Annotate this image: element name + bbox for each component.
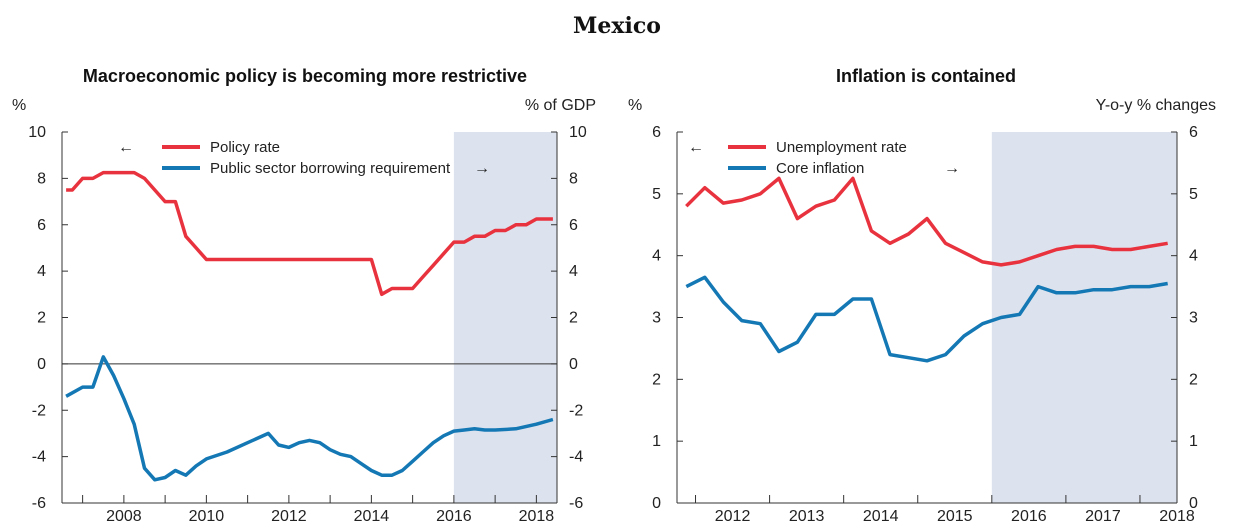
y-tick-label-right: -6 <box>569 495 583 512</box>
y-tick-label-right: 10 <box>569 124 587 141</box>
y-tick-label-left: 5 <box>652 186 661 203</box>
y-tick-label-left: 2 <box>652 371 661 388</box>
y-tick-label-left: 8 <box>37 170 46 187</box>
y-tick-label-left: 1 <box>652 433 661 450</box>
legend-axis-arrow: ← <box>688 139 704 156</box>
x-tick-label: 2013 <box>789 508 825 525</box>
legend-axis-arrow: ← <box>118 139 134 156</box>
y-tick-label-right: 2 <box>569 310 578 327</box>
series-line-1 <box>685 275 1168 363</box>
legend-label: Unemployment rate <box>776 139 907 156</box>
y-tick-label-left: 4 <box>652 248 661 265</box>
y-tick-label-left: 0 <box>652 495 661 512</box>
y-tick-label-left: 0 <box>37 356 46 373</box>
y-right-unit: % of GDP <box>525 97 596 114</box>
y-tick-label-left: 4 <box>37 263 46 280</box>
series-line-1 <box>65 355 554 482</box>
y-tick-label-right: -2 <box>569 402 583 419</box>
chart-left-panel: Macroeconomic policy is becoming more re… <box>12 66 596 525</box>
panel-title: Inflation is contained <box>836 66 1016 86</box>
legend-label: Core inflation <box>776 160 864 177</box>
y-right-unit: Y-o-y % changes <box>1096 97 1216 114</box>
chart-right-panel: Inflation is contained% Y-o-y % changes 0 0… <box>628 66 1216 525</box>
legend-axis-arrow: → <box>474 160 490 177</box>
y-tick-label-right: 0 <box>569 356 578 373</box>
x-tick-label: 2018 <box>519 508 555 525</box>
y-tick-label-right: -4 <box>569 449 583 466</box>
y-tick-label-left: 2 <box>37 310 46 327</box>
legend-label: Policy rate <box>210 139 280 156</box>
y-tick-label-left: 3 <box>652 310 661 327</box>
panel-title: Macroeconomic policy is becoming more re… <box>83 66 527 86</box>
series-line-0 <box>66 170 553 297</box>
y-tick-label-right: 0 <box>1189 495 1198 512</box>
x-tick-label: 2015 <box>937 508 973 525</box>
figure-title: Mexico <box>573 13 661 39</box>
x-tick-label: 2008 <box>106 508 142 525</box>
y-tick-label-left: 6 <box>652 124 661 141</box>
y-tick-label-right: 3 <box>1189 310 1198 327</box>
y-tick-label-right: 4 <box>569 263 578 280</box>
y-tick-label-right: 2 <box>1189 371 1198 388</box>
y-tick-label-left: -6 <box>32 495 46 512</box>
x-tick-label: 2012 <box>715 508 751 525</box>
x-tick-label: 2014 <box>354 508 390 525</box>
projection-shading <box>991 132 1177 503</box>
y-tick-label-left: 6 <box>37 217 46 234</box>
y-tick-label-left: -4 <box>32 449 46 466</box>
x-tick-label: 2010 <box>189 508 225 525</box>
y-left-unit: % <box>12 97 26 114</box>
x-tick-label: 2014 <box>863 508 899 525</box>
legend-label: Public sector borrowing requirement <box>210 160 451 177</box>
y-tick-label-right: 6 <box>1189 124 1198 141</box>
x-tick-label: 2018 <box>1159 508 1195 525</box>
x-tick-label: 2012 <box>271 508 307 525</box>
y-tick-label-left: -2 <box>32 402 46 419</box>
y-tick-label-right: 4 <box>1189 248 1198 265</box>
y-tick-label-right: 5 <box>1189 186 1198 203</box>
y-tick-label-left: 10 <box>28 124 46 141</box>
legend-axis-arrow: → <box>944 160 960 177</box>
x-tick-label: 2016 <box>1011 508 1047 525</box>
series-line-0 <box>685 176 1168 267</box>
projection-shading <box>453 132 557 503</box>
y-left-unit: % <box>628 97 642 114</box>
y-tick-label-right: 1 <box>1189 433 1198 450</box>
x-tick-label: 2016 <box>436 508 472 525</box>
y-tick-label-right: 6 <box>569 217 578 234</box>
x-tick-label: 2017 <box>1085 508 1121 525</box>
y-tick-label-right: 8 <box>569 170 578 187</box>
